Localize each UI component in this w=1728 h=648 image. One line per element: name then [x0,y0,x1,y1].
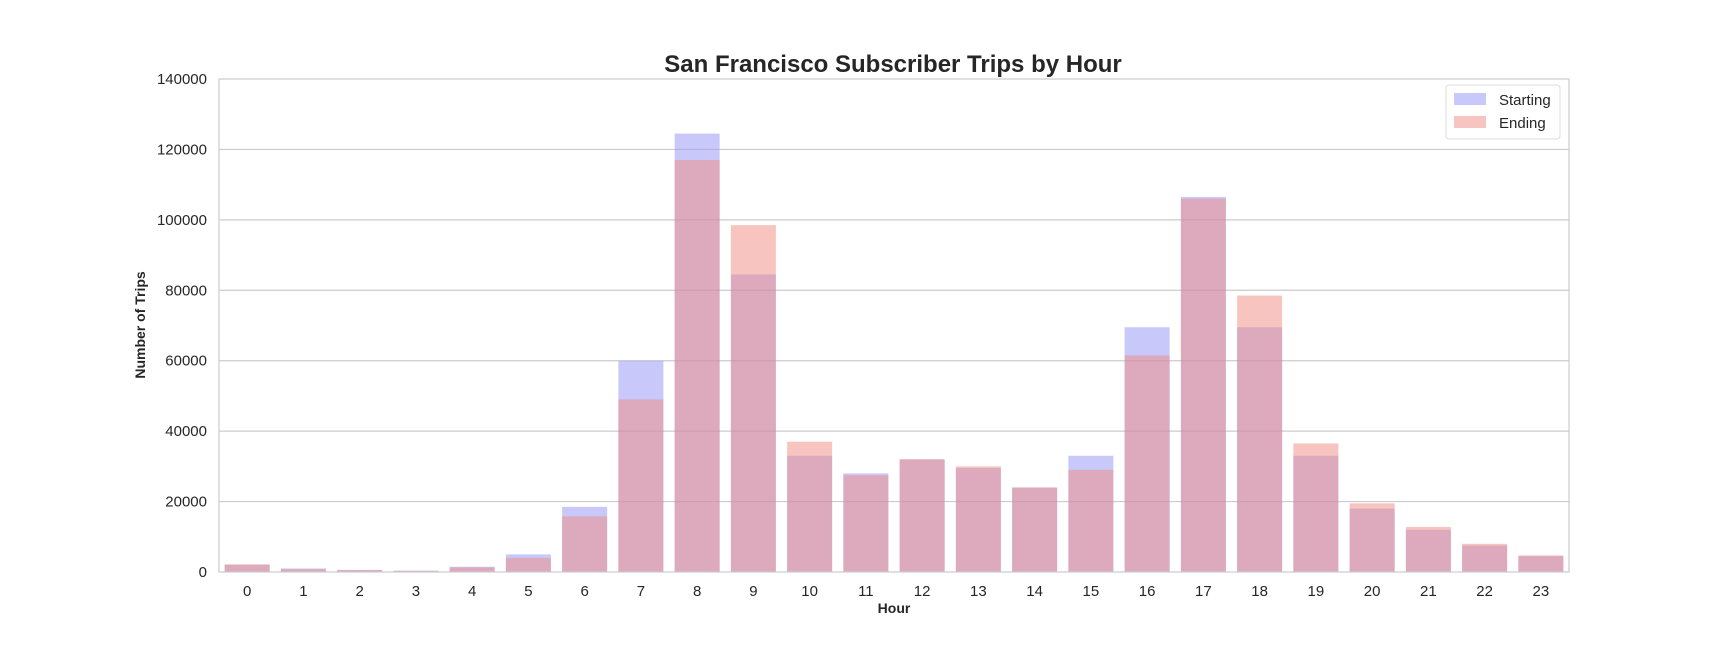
x-tick-label: 13 [970,583,987,600]
bar-ending-hour-6 [562,516,608,572]
y-tick-label: 60000 [165,353,207,370]
x-tick-label: 21 [1420,583,1437,600]
y-gridlines [219,148,1569,503]
y-tick-label: 0 [199,564,207,581]
bar-ending-hour-14 [1012,487,1058,572]
plot-frame [218,78,1570,573]
bar-ending-hour-1 [280,569,326,572]
bar-ending-hour-19 [1293,443,1339,572]
bar-ending-hour-17 [1180,198,1226,572]
x-tick-label: 23 [1533,583,1550,600]
x-tick-label: 16 [1139,583,1156,600]
bar-ending-hour-2 [337,570,383,572]
bar-ending-hour-7 [618,399,664,572]
y-tick-label: 20000 [165,494,207,511]
x-tick-label: 15 [1083,583,1100,600]
x-tick-label: 19 [1308,583,1325,600]
x-tick-label: 7 [637,583,645,600]
x-tick-label: 8 [693,583,701,600]
bar-ending-hour-16 [1124,355,1170,572]
bar-ending-hour-4 [449,567,495,572]
y-tick-label: 100000 [157,212,207,229]
x-tick-label: 0 [243,583,251,600]
y-tick-label: 80000 [165,282,207,299]
bar-ending-hour-13 [955,466,1001,572]
legend-swatch-starting [1454,93,1486,105]
x-tick-label: 10 [801,583,818,600]
bar-ending-hour-20 [1349,503,1395,572]
x-tick-label: 20 [1364,583,1381,600]
x-axis-label: Hour [878,600,911,616]
bar-ending-hour-10 [787,441,833,572]
bar-ending-hour-23 [1518,555,1564,572]
x-tick-label: 12 [914,583,931,600]
x-tick-label: 14 [1026,583,1043,600]
bar-ending-hour-22 [1462,543,1508,572]
x-tick-label: 18 [1251,583,1268,600]
bar-ending-hour-11 [843,475,889,572]
series-ending-bars [224,159,1564,572]
bar-ending-hour-0 [224,564,270,572]
y-tick-label: 120000 [157,141,207,158]
legend-label-starting: Starting [1499,92,1551,109]
x-tick-label: 9 [749,583,757,600]
bar-ending-hour-5 [505,557,551,572]
y-tick-labels: 0 20000 40000 60000 80000 100000 120000 140000 [157,71,207,581]
x-tick-label: 17 [1195,583,1212,600]
x-tick-label: 22 [1476,583,1493,600]
x-tick-label: 3 [412,583,420,600]
x-tick-label: 11 [858,583,874,600]
x-tick-label: 1 [299,583,307,600]
y-tick-label: 40000 [165,423,207,440]
bar-ending-hour-15 [1068,469,1114,572]
y-tick-label: 140000 [157,71,207,88]
bar-ending-hour-18 [1237,295,1283,572]
legend-swatch-ending [1454,116,1486,128]
x-tick-label: 4 [468,583,476,600]
bar-ending-hour-8 [674,159,720,572]
bar-ending-hour-9 [730,225,776,572]
x-tick-label: 6 [580,583,588,600]
bar-ending-hour-12 [899,459,945,572]
legend: Starting Ending [1445,84,1561,140]
x-tick-label: 5 [524,583,532,600]
bar-ending-hour-21 [1405,526,1451,572]
chart-title: San Francisco Subscriber Trips by Hour [664,51,1121,78]
x-tick-label: 2 [355,583,363,600]
legend-label-ending: Ending [1499,115,1546,132]
y-axis-label: Number of Trips [132,271,148,379]
x-tick-labels: 0 1 2 3 4 5 6 7 8 9 10 11 12 13 14 15 16 17 18 19 20 21 22 23 [243,583,1549,600]
